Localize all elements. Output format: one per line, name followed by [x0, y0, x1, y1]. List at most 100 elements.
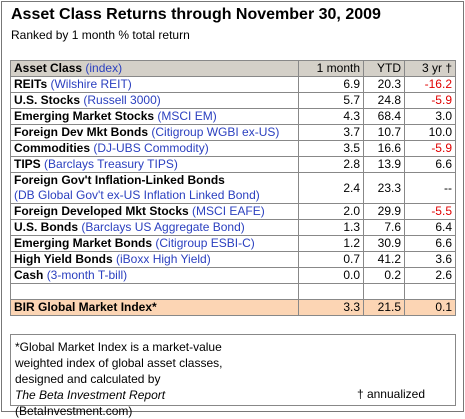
data-row: U.S. Bonds (Barclays US Aggregate Bond) 1… [10, 219, 456, 236]
asset-cell: TIPS (Barclays Treasury TIPS) [10, 156, 299, 173]
asset-index: (Citigroup WGBI ex-US) [151, 125, 280, 139]
value-cell: 0.2 [363, 267, 405, 284]
data-row: Foreign Dev Mkt Bonds (Citigroup WGBI ex… [10, 124, 456, 141]
asset-name: Foreign Gov't Inflation-Linked Bonds [14, 173, 225, 187]
asset-index: (MSCI EAFE) [192, 204, 265, 218]
source-site: (BetaInvestment.com) [15, 404, 133, 418]
data-row: Emerging Market Stocks (MSCI EM) 4.3 68.4 3… [10, 108, 456, 125]
value-cell: 29.9 [363, 203, 405, 220]
column-header: YTD [363, 60, 405, 77]
asset-index: (Barclays US Aggregate Bond) [81, 220, 245, 234]
value-cell: 3.6 [404, 251, 456, 268]
asset-index: (Barclays Treasury TIPS) [44, 157, 178, 171]
header-row: Asset Class (index) 1 month YTD 3 yr † [10, 60, 456, 77]
value-cell: 0.0 [298, 267, 364, 284]
column-header: 1 month [298, 60, 364, 77]
value-cell: 24.8 [363, 92, 405, 109]
value-cell: 0.7 [298, 251, 364, 268]
value-cell: -16.2 [404, 76, 456, 93]
value-cell: 2.4 [298, 172, 364, 204]
asset-index: (DJ-UBS Commodity) [93, 141, 209, 155]
asset-cell: REITs (Wilshire REIT) [10, 76, 299, 93]
value-cell: 3.3 [298, 299, 364, 316]
asset-name: U.S. Bonds [14, 220, 79, 234]
asset-index: (iBoxx High Yield) [116, 252, 211, 266]
value-cell: -5.9 [404, 140, 456, 157]
data-row: Emerging Market Bonds (Citigroup ESBI-C)… [10, 235, 456, 252]
asset-cell: Foreign Developed Mkt Stocks (MSCI EAFE) [10, 203, 299, 220]
value-cell: 4.3 [298, 108, 364, 125]
value-cell: -5.9 [404, 92, 456, 109]
asset-name: Foreign Developed Mkt Stocks [14, 204, 189, 218]
asset-index: (3-month T-bill) [46, 268, 128, 282]
value-cell: -5.5 [404, 203, 456, 220]
asset-index: (MSCI EM) [157, 109, 217, 123]
value-cell: 6.6 [404, 156, 456, 173]
returns-table: Asset Class (index) 1 month YTD 3 yr † REITs… [10, 60, 456, 316]
value-cell: 13.9 [363, 156, 405, 173]
value-cell: 6.4 [404, 219, 456, 236]
value-cell: 2.8 [298, 156, 364, 173]
blank-cell [10, 283, 299, 300]
column-header: 3 yr † [404, 60, 456, 77]
dagger-note: † annualized [356, 387, 425, 401]
asset-cell: U.S. Stocks (Russell 3000) [10, 92, 299, 109]
value-cell: 68.4 [363, 108, 405, 125]
data-row: High Yield Bonds (iBoxx High Yield) 0.7 41… [10, 251, 456, 268]
asset-cell: High Yield Bonds (iBoxx High Yield) [10, 251, 299, 268]
data-row: U.S. Stocks (Russell 3000) 5.7 24.8 -5.9 [10, 92, 456, 109]
asset-cell: Commodities (DJ-UBS Commodity) [10, 140, 299, 157]
asset-index: (Russell 3000) [83, 93, 161, 107]
value-cell: 7.6 [363, 219, 405, 236]
column-index: (index) [85, 61, 123, 75]
value-cell: 2.0 [298, 203, 364, 220]
asset-cell: U.S. Bonds (Barclays US Aggregate Bond) [10, 219, 299, 236]
total-row: BIR Global Market Index* 3.3 21.5 0.1 [10, 299, 456, 316]
value-cell: 10.0 [404, 124, 456, 141]
column-label: Asset Class [14, 61, 83, 75]
asset-index: (Citigroup ESBI-C) [155, 236, 255, 250]
value-cell: 20.3 [363, 76, 405, 93]
value-cell: 23.3 [363, 172, 405, 204]
asset-name: Commodities [14, 141, 91, 155]
data-row: Commodities (DJ-UBS Commodity) 3.5 16.6 -5.… [10, 140, 456, 157]
value-cell: 3.0 [404, 108, 456, 125]
blank-row [10, 283, 456, 300]
asset-cell: Foreign Gov't Inflation-Linked Bonds (DB … [10, 172, 299, 204]
asset-index: (Wilshire REIT) [50, 77, 132, 91]
asset-name: Foreign Dev Mkt Bonds [14, 125, 149, 139]
asset-cell: Emerging Market Bonds (Citigroup ESBI-C) [10, 235, 299, 252]
source: The Beta Investment Report [15, 388, 166, 402]
asset-name: Emerging Market Bonds [14, 236, 153, 250]
value-cell: 10.7 [363, 124, 405, 141]
footer: *Global Market Index is a market-value w… [10, 334, 456, 418]
value-cell: 1.2 [298, 235, 364, 252]
value-cell: 16.6 [363, 140, 405, 157]
asset-name: High Yield Bonds [14, 252, 113, 266]
data-row: Foreign Gov't Inflation-Linked Bonds (DB … [10, 172, 456, 204]
asset-cell: Foreign Dev Mkt Bonds (Citigroup WGBI ex… [10, 124, 299, 141]
value-cell: 30.9 [363, 235, 405, 252]
value-cell: -- [404, 172, 456, 204]
value-cell: 2.6 [404, 267, 456, 284]
value-cell: 21.5 [363, 299, 405, 316]
data-row: TIPS (Barclays Treasury TIPS) 2.8 13.9 6.6 [10, 156, 456, 173]
value-cell: 3.7 [298, 124, 364, 141]
title: Asset Class Returns through November 30,… [11, 6, 381, 23]
subtitle: Ranked by 1 month % total return [11, 28, 190, 42]
footnote: *Global Market Index is a market-value w… [15, 340, 223, 386]
asset-name: TIPS [14, 157, 41, 171]
asset-name: Cash [14, 268, 44, 282]
value-cell: 0.1 [404, 299, 456, 316]
blank-cell [363, 283, 405, 300]
total-name: BIR Global Market Index* [10, 299, 299, 316]
header-cell: Asset Class (index) [10, 60, 299, 77]
value-cell: 5.7 [298, 92, 364, 109]
value-cell: 6.9 [298, 76, 364, 93]
asset-cell: Emerging Market Stocks (MSCI EM) [10, 108, 299, 125]
value-cell: 3.5 [298, 140, 364, 157]
asset-name: REITs [14, 77, 48, 91]
value-cell: 41.2 [363, 251, 405, 268]
blank-cell [404, 283, 456, 300]
